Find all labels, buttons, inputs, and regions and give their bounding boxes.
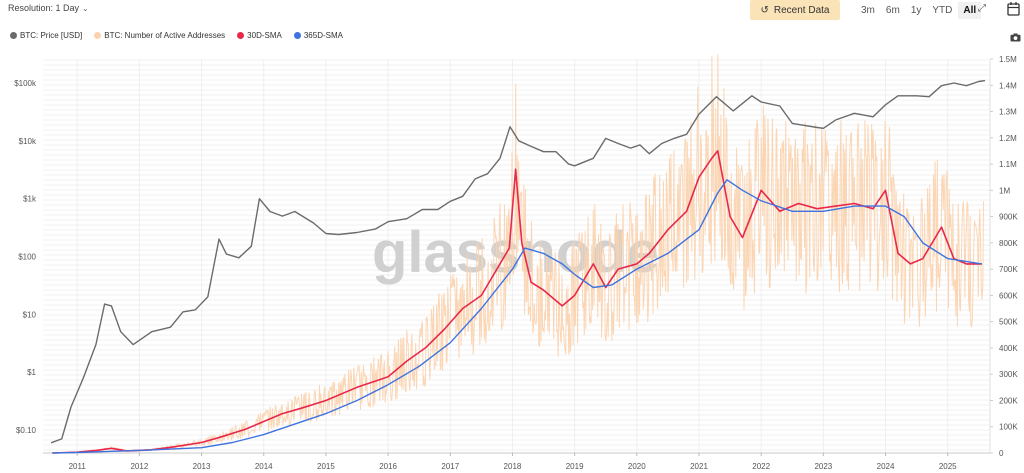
- y-left-tick-label: $100: [18, 253, 36, 262]
- toolbar: Resolution: 1 Day ⌄ ↺ Recent Data 3m 6m 1…: [0, 0, 1024, 22]
- recent-data-button[interactable]: ↺ Recent Data: [750, 0, 840, 20]
- range-1y[interactable]: 1y: [910, 4, 922, 16]
- x-tick-label: 2014: [255, 462, 273, 471]
- chevron-down-icon: ⌄: [82, 4, 89, 13]
- chart-area[interactable]: glassnode $0.10$1$10$100$1k$10k$100k0100…: [0, 50, 1024, 473]
- chart-marks: [50, 54, 986, 454]
- x-tick-label: 2015: [317, 462, 335, 471]
- x-tick-label: 2017: [441, 462, 459, 471]
- x-tick-label: 2011: [69, 462, 87, 471]
- y-right-tick-label: 100K: [999, 423, 1018, 432]
- legend-item-active-addresses[interactable]: BTC: Number of Active Addresses: [94, 31, 225, 40]
- series-365d-sma-line: [52, 179, 983, 454]
- resolution-label: Resolution: 1 Day: [8, 3, 80, 13]
- legend-label-365d-sma: 365D-SMA: [303, 31, 343, 40]
- y-right-tick-label: 1.3M: [999, 108, 1017, 117]
- y-left-tick-label: $10: [23, 310, 37, 319]
- range-6m[interactable]: 6m: [885, 4, 900, 16]
- legend-item-price[interactable]: BTC: Price [USD]: [10, 31, 82, 40]
- x-tick-label: 2021: [690, 462, 708, 471]
- x-tick-label: 2020: [628, 462, 646, 471]
- legend-swatch-active-addresses: [94, 32, 102, 39]
- legend-swatch-price: [10, 32, 17, 39]
- y-left-tick-label: $10k: [19, 137, 37, 146]
- recent-data-label: Recent Data: [773, 4, 830, 16]
- y-right-tick-label: 300K: [999, 370, 1018, 379]
- range-selector: 3m 6m 1y YTD All: [856, 0, 982, 20]
- series-price-line: [50, 79, 986, 444]
- x-tick-label: 2012: [130, 462, 148, 471]
- legend-label-price: BTC: Price [USD]: [20, 31, 83, 40]
- y-right-tick-label: 800K: [999, 239, 1018, 248]
- y-right-tick-label: 1M: [999, 186, 1010, 195]
- y-right-tick-label: 400K: [999, 344, 1018, 353]
- y-right-tick-label: 1.1M: [999, 160, 1017, 169]
- range-3m[interactable]: 3m: [861, 4, 875, 16]
- range-all[interactable]: All: [958, 1, 982, 19]
- x-tick-label: 2022: [752, 462, 770, 471]
- x-tick-label: 2013: [193, 462, 211, 471]
- x-tick-label: 2019: [566, 462, 584, 471]
- y-right-tick-label: 1.2M: [999, 134, 1017, 143]
- y-left-tick-label: $1: [27, 368, 36, 377]
- chart-legend: BTC: Price [USD] BTC: Number of Active A…: [10, 31, 343, 40]
- y-right-tick-label: 1.5M: [999, 55, 1017, 64]
- legend-item-30d-sma[interactable]: 30D-SMA: [237, 31, 282, 40]
- y-right-tick-label: 500K: [999, 318, 1018, 327]
- calendar-icon[interactable]: [1007, 1, 1020, 16]
- legend-swatch-365d-sma: [293, 32, 301, 39]
- y-right-tick-label: 900K: [999, 213, 1018, 222]
- zoom-reset-icon[interactable]: ⤢: [978, 3, 986, 14]
- x-tick-label: 2016: [379, 462, 397, 471]
- legend-label-active-addresses: BTC: Number of Active Addresses: [104, 31, 226, 40]
- series-30d-sma-line: [52, 150, 982, 454]
- x-tick-label: 2023: [814, 462, 832, 471]
- y-left-tick-label: $100k: [14, 79, 37, 88]
- chart-grid: [43, 59, 991, 454]
- y-right-tick-label: 700K: [999, 265, 1018, 274]
- y-right-tick-label: 600K: [999, 291, 1018, 300]
- resolution-dropdown[interactable]: Resolution: 1 Day ⌄: [8, 3, 89, 13]
- x-tick-label: 2025: [939, 462, 957, 471]
- legend-swatch-30d-sma: [237, 32, 245, 39]
- range-ytd[interactable]: YTD: [932, 4, 953, 16]
- y-right-tick-label: 200K: [999, 396, 1018, 405]
- legend-item-365d-sma[interactable]: 365D-SMA: [293, 31, 343, 40]
- legend-label-30d-sma: 30D-SMA: [247, 31, 282, 40]
- series-active-addresses-line: [52, 54, 984, 454]
- y-left-tick-label: $1k: [23, 195, 37, 204]
- chart-axes: $0.10 $1 $10 $100 $1k $10k $100k 0 100K 200K 300K 4…: [14, 55, 1018, 471]
- camera-icon[interactable]: [1010, 33, 1021, 42]
- x-tick-label: 2024: [877, 462, 895, 471]
- x-tick-label: 2018: [504, 462, 522, 471]
- history-icon: ↺: [760, 4, 769, 16]
- y-right-tick-label: 0: [999, 449, 1004, 458]
- y-right-tick-label: 1.4M: [999, 81, 1017, 90]
- y-left-tick-label: $0.10: [16, 426, 37, 435]
